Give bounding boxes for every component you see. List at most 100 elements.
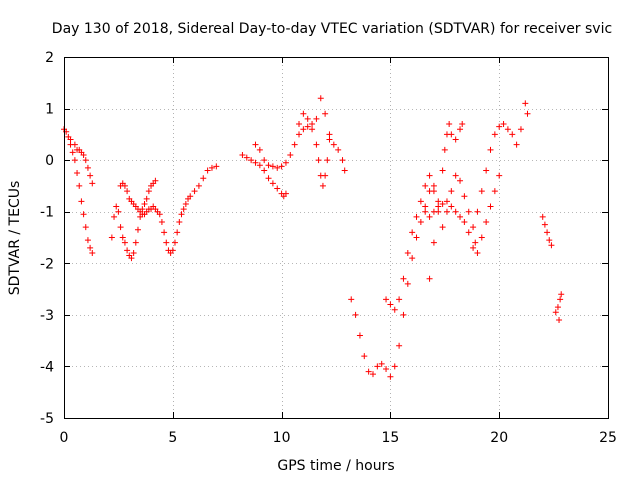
data-point [396, 342, 403, 349]
data-point [478, 188, 485, 195]
data-point [274, 185, 281, 192]
data-point [365, 368, 372, 375]
data-point [322, 110, 329, 117]
data-point [400, 275, 407, 282]
data-point [117, 224, 124, 231]
data-point [71, 157, 78, 164]
data-point [417, 198, 424, 205]
data-point [200, 175, 207, 182]
data-point [80, 151, 87, 158]
series-10 [426, 121, 466, 282]
data-point [121, 239, 128, 246]
chart-title: Day 130 of 2018, Sidereal Day-to-day VTE… [52, 21, 612, 37]
data-point [452, 136, 459, 143]
data-point [74, 170, 81, 177]
data-point [252, 159, 259, 166]
data-point [161, 229, 168, 236]
data-point [82, 224, 89, 231]
data-point [541, 221, 548, 228]
data-point [274, 164, 281, 171]
data-point [296, 121, 303, 128]
data-point [504, 126, 511, 133]
series-2 [67, 136, 96, 187]
data-point [430, 182, 437, 189]
data-point [296, 131, 303, 138]
data-point [309, 126, 316, 133]
series-8 [348, 182, 437, 380]
data-point [317, 95, 324, 102]
data-point [163, 239, 170, 246]
data-point [89, 180, 96, 187]
data-point [291, 141, 298, 148]
data-point [556, 317, 563, 324]
data-point [287, 151, 294, 158]
data-point [124, 188, 131, 195]
x-tick-labels: 0 5 10 15 20 25 [60, 430, 617, 446]
data-point [546, 237, 553, 244]
data-point [361, 353, 368, 360]
data-point [391, 306, 398, 313]
data-point [487, 146, 494, 153]
data-point [448, 188, 455, 195]
series-11 [422, 172, 503, 256]
data-point [84, 237, 91, 244]
data-point [435, 203, 442, 210]
data-point [461, 193, 468, 200]
data-point [78, 198, 85, 205]
data-point [265, 162, 272, 169]
data-point [426, 213, 433, 220]
data-point [522, 100, 529, 107]
data-point [143, 195, 150, 202]
y-tick-label: 0 [45, 153, 54, 169]
data-point [352, 311, 359, 318]
x-tick-label: 10 [273, 430, 291, 446]
data-point [82, 157, 89, 164]
data-point [304, 115, 311, 122]
data-point [369, 371, 376, 378]
data-point [113, 203, 120, 210]
data-point [300, 110, 307, 117]
x-tick-label: 15 [381, 430, 399, 446]
data-point [457, 213, 464, 220]
data-point [441, 146, 448, 153]
data-point [474, 249, 481, 256]
data-point [387, 301, 394, 308]
data-point [87, 172, 94, 179]
data-point [176, 219, 183, 226]
data-point [500, 121, 507, 128]
data-point [474, 208, 481, 215]
data-point [356, 332, 363, 339]
x-tick-label: 5 [168, 430, 177, 446]
y-tick-label: -1 [40, 205, 54, 221]
data-point [404, 249, 411, 256]
data-point [265, 175, 272, 182]
data-point [409, 229, 416, 236]
data-point [171, 239, 178, 246]
data-point [313, 141, 320, 148]
data-point [278, 163, 285, 170]
data-point [400, 311, 407, 318]
data-point [448, 131, 455, 138]
data-point [261, 157, 268, 164]
series-13 [539, 213, 555, 249]
data-point [282, 159, 289, 166]
data-point [439, 167, 446, 174]
data-point [89, 249, 96, 256]
data-point [374, 363, 381, 370]
data-point [111, 213, 118, 220]
data-point [141, 200, 148, 207]
data-point [84, 164, 91, 171]
plot-frame [64, 57, 609, 419]
data-point [430, 239, 437, 246]
data-point [180, 206, 187, 213]
series-4 [117, 163, 220, 256]
y-tick-label: -5 [40, 411, 54, 427]
data-point [457, 177, 464, 184]
data-point [341, 167, 348, 174]
data-point [417, 219, 424, 226]
data-point [282, 190, 289, 197]
data-point [470, 244, 477, 251]
data-point [422, 182, 429, 189]
data-point [548, 242, 555, 249]
data-point [204, 167, 211, 174]
